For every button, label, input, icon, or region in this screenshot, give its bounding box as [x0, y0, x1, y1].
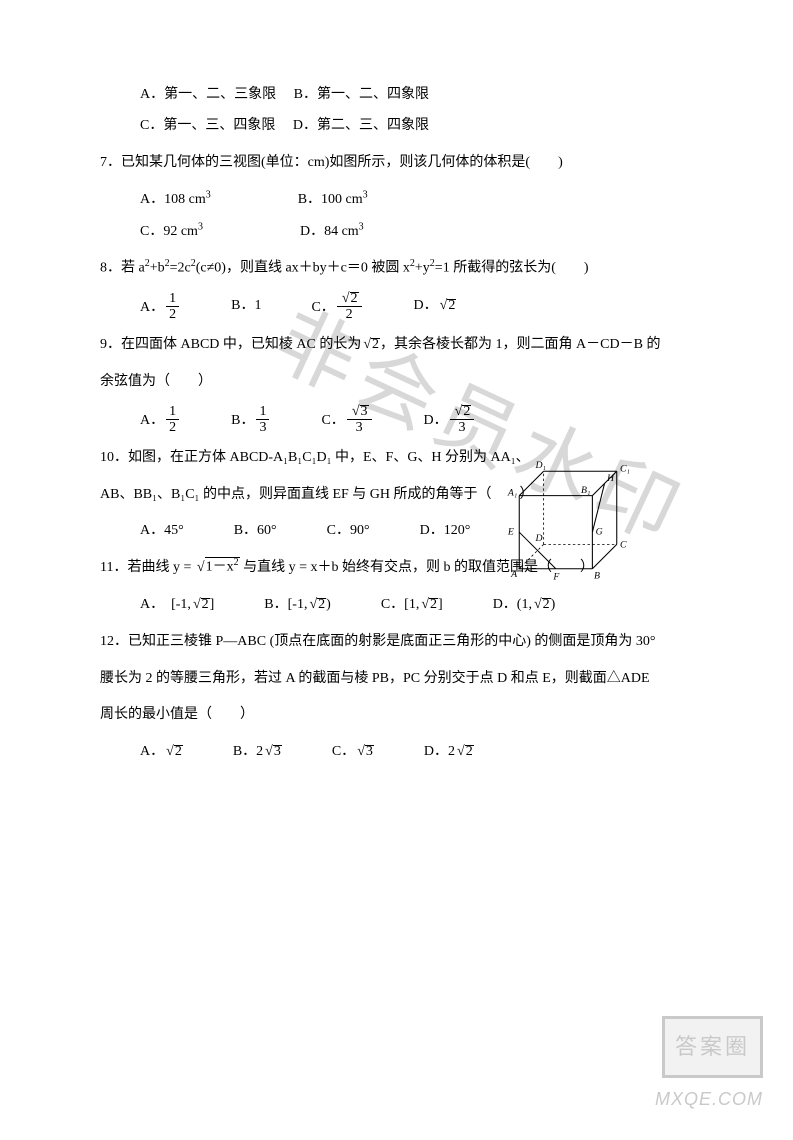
q8-stem: 8．若 a2+b2=2c2(c≠0)，则直线 ax＋by＋c＝0 被圆 x2+y… [100, 253, 693, 284]
q9-opt-a: A．12 [140, 404, 181, 437]
q12-stem-line1: 12．已知正三棱锥 P—ABC (顶点在底面的射影是底面正三角形的中心) 的侧面… [100, 627, 693, 658]
footer-site-text: MXQE.COM [655, 1080, 763, 1120]
q11-opt-b: B．[-1,2) [264, 590, 331, 621]
q10-options: A．45° B．60° C．90° D．120° [100, 516, 560, 547]
content-area: A．第一、二、三象限 B．第一、二、四象限 C．第一、三、四象限 D．第二、三、… [100, 80, 693, 768]
svg-text:A₁: A₁ [507, 488, 517, 499]
q7-opt-a: A．108 cm3 [140, 192, 211, 207]
q12-options: A．2 B．23 C．3 D．22 [100, 737, 693, 768]
q12-opt-b: B．23 [233, 737, 282, 768]
q12-opt-d: D．22 [424, 737, 474, 768]
q7-options-row1: A．108 cm3 B．100 cm3 [100, 184, 693, 215]
svg-text:G: G [596, 527, 603, 538]
svg-text:B: B [594, 571, 600, 582]
q11-opt-c: C．[1,2] [381, 590, 443, 621]
svg-text:F: F [552, 571, 560, 582]
svg-text:C₁: C₁ [620, 463, 630, 474]
q7-opt-d: D．84 cm3 [300, 224, 364, 239]
q11-options: A． [-1,2] B．[-1,2) C．[1,2] D．(1,2) [100, 590, 693, 621]
cube-figure: A B C D A₁ B₁ C₁ D₁ E F G H [503, 455, 633, 585]
q6-opt-c: C．第一、三、四象限 [140, 118, 275, 133]
q6-options-row1: A．第一、二、三象限 B．第一、二、四象限 [100, 80, 693, 111]
q6-opt-a: A．第一、二、三象限 [140, 87, 276, 102]
q12-stem-line2: 腰长为 2 的等腰三角形，若过 A 的截面与棱 PB，PC 分别交于点 D 和点… [100, 664, 693, 695]
q8-opt-c: C．22 [311, 291, 363, 324]
q10-stem-line2: AB、BB₁、B₁C₁ 的中点，则异面直线 EF 与 GH 所成的角等于（ ） [100, 480, 560, 511]
q9-stem-line1: 9．在四面体 ABCD 中，已知棱 AC 的长为2，其余各棱长都为 1，则二面角… [100, 330, 693, 361]
q10-opt-c: C．90° [327, 516, 370, 547]
q8-opt-a: A．12 [140, 291, 181, 324]
q7-opt-b: B．100 cm3 [298, 192, 368, 207]
q6-opt-b: B．第一、二、四象限 [294, 87, 429, 102]
q12-opt-c: C．3 [332, 737, 374, 768]
q8-options: A．12 B．1 C．22 D．2 [100, 291, 693, 324]
q9-stem-line2: 余弦值为（ ） [100, 367, 693, 398]
q7-options-row2: C．92 cm3 D．84 cm3 [100, 216, 693, 247]
q9-options: A．12 B．13 C．33 D．23 [100, 404, 693, 437]
q9-opt-c: C．33 [321, 404, 373, 437]
q10-opt-a: A．45° [140, 516, 184, 547]
q9-opt-b: B．13 [231, 404, 271, 437]
q10-stem-line1: 10．如图，在正方体 ABCD-A₁B₁C₁D₁ 中，E、F、G、H 分别为 A… [100, 443, 560, 474]
q11-opt-d: D．(1,2) [493, 590, 556, 621]
q8-opt-d: D．2 [414, 291, 457, 324]
q7-stem: 7．已知某几何体的三视图(单位：cm)如图所示，则该几何体的体积是( ) [100, 148, 693, 179]
q10-opt-b: B．60° [234, 516, 277, 547]
q12-stem-line3: 周长的最小值是（ ） [100, 700, 693, 731]
svg-text:C: C [620, 540, 627, 551]
q9-opt-d: D．23 [424, 404, 477, 437]
q6-opt-d: D．第二、三、四象限 [293, 118, 429, 133]
q6-options-row2: C．第一、三、四象限 D．第二、三、四象限 [100, 111, 693, 142]
q11-opt-a: A． [-1,2] [140, 590, 214, 621]
svg-text:D: D [535, 533, 543, 544]
footer-box-text: 答案圈 [662, 1016, 763, 1078]
svg-text:E: E [507, 527, 514, 538]
footer-watermark: 答案圈 MXQE.COM [655, 1016, 763, 1120]
q7-opt-c: C．92 cm3 [140, 224, 203, 239]
svg-text:D₁: D₁ [535, 460, 546, 471]
q8-opt-b: B．1 [231, 291, 261, 324]
svg-text:H: H [606, 473, 615, 484]
q12-opt-a: A．2 [140, 737, 183, 768]
q10-opt-d: D．120° [420, 516, 471, 547]
svg-text:B₁: B₁ [581, 485, 590, 496]
svg-text:A: A [510, 569, 517, 580]
